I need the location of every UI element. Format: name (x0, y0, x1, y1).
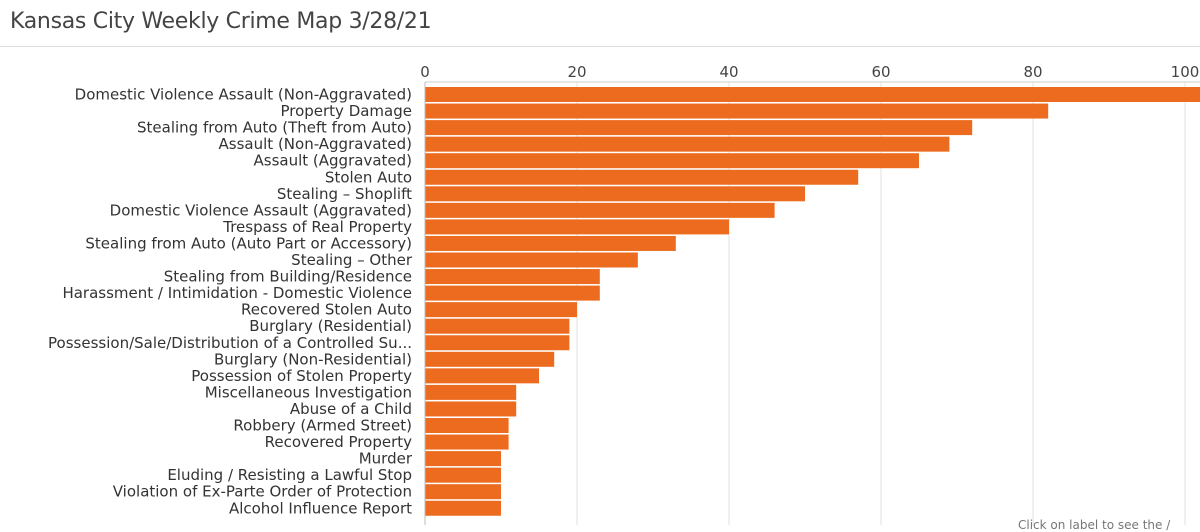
x-tick-label: 0 (420, 63, 430, 81)
bar[interactable] (425, 120, 973, 136)
category-label[interactable]: Eluding / Resisting a Lawful Stop (167, 466, 412, 484)
category-label[interactable]: Miscellaneous Investigation (205, 383, 412, 401)
bar[interactable] (425, 302, 577, 318)
category-label[interactable]: Stealing from Auto (Theft from Auto) (137, 119, 412, 137)
bar[interactable] (425, 186, 805, 202)
category-label[interactable]: Possession/Sale/Distribution of a Contro… (48, 334, 412, 352)
bar[interactable] (425, 219, 729, 235)
bar[interactable] (425, 384, 517, 400)
category-label[interactable]: Assault (Aggravated) (254, 152, 412, 170)
bar[interactable] (425, 484, 501, 500)
bar[interactable] (425, 418, 509, 433)
bar[interactable] (425, 252, 638, 268)
title-divider (0, 46, 1200, 47)
category-label[interactable]: Trespass of Real Property (222, 218, 412, 236)
bar[interactable] (425, 500, 501, 516)
footnote-text[interactable]: Click on label to see the / (1018, 518, 1171, 532)
category-label[interactable]: Stolen Auto (325, 168, 412, 186)
category-label[interactable]: Property Damage (280, 102, 412, 120)
category-label[interactable]: Domestic Violence Assault (Aggravated) (110, 201, 412, 219)
bar[interactable] (425, 169, 859, 185)
bar[interactable] (425, 451, 501, 467)
category-label[interactable]: Possession of Stolen Property (191, 367, 412, 385)
bar[interactable] (425, 87, 1200, 102)
x-tick-label: 20 (567, 63, 586, 81)
bar[interactable] (425, 467, 501, 483)
category-label[interactable]: Harassment / Intimidation - Domestic Vio… (62, 284, 412, 302)
category-label[interactable]: Murder (359, 450, 413, 468)
category-label[interactable]: Stealing – Other (291, 251, 413, 269)
bar[interactable] (425, 235, 676, 251)
x-tick-label: 60 (871, 63, 890, 81)
bar[interactable] (425, 351, 555, 367)
bar[interactable] (425, 285, 600, 301)
bar[interactable] (425, 368, 539, 384)
category-label[interactable]: Burglary (Residential) (249, 317, 412, 335)
bar[interactable] (425, 202, 775, 218)
bar[interactable] (425, 318, 570, 334)
category-label[interactable]: Burglary (Non-Residential) (214, 350, 412, 368)
category-label[interactable]: Robbery (Armed Street) (233, 417, 412, 435)
bar[interactable] (425, 401, 517, 417)
category-label[interactable]: Stealing from Building/Residence (164, 268, 412, 286)
category-label[interactable]: Assault (Non-Aggravated) (219, 135, 412, 153)
category-label[interactable]: Stealing from Auto (Auto Part or Accesso… (85, 234, 412, 252)
category-label[interactable]: Abuse of a Child (290, 400, 412, 418)
bar[interactable] (425, 269, 600, 285)
x-tick-label: 40 (719, 63, 738, 81)
x-tick-label: 80 (1023, 63, 1042, 81)
category-label[interactable]: Domestic Violence Assault (Non-Aggravate… (75, 86, 412, 104)
category-label[interactable]: Violation of Ex-Parte Order of Protectio… (113, 483, 412, 501)
x-tick-label: 100 (1171, 63, 1200, 81)
chart-title: Kansas City Weekly Crime Map 3/28/21 (10, 9, 432, 34)
bar[interactable] (425, 434, 509, 450)
bar[interactable] (425, 103, 1049, 119)
bar[interactable] (425, 153, 919, 169)
category-label[interactable]: Recovered Stolen Auto (241, 301, 412, 319)
category-label[interactable]: Alcohol Influence Report (229, 499, 412, 517)
category-label[interactable]: Recovered Property (265, 433, 412, 451)
category-label[interactable]: Stealing – Shoplift (277, 185, 412, 203)
bar[interactable] (425, 136, 950, 152)
bar[interactable] (425, 335, 570, 351)
